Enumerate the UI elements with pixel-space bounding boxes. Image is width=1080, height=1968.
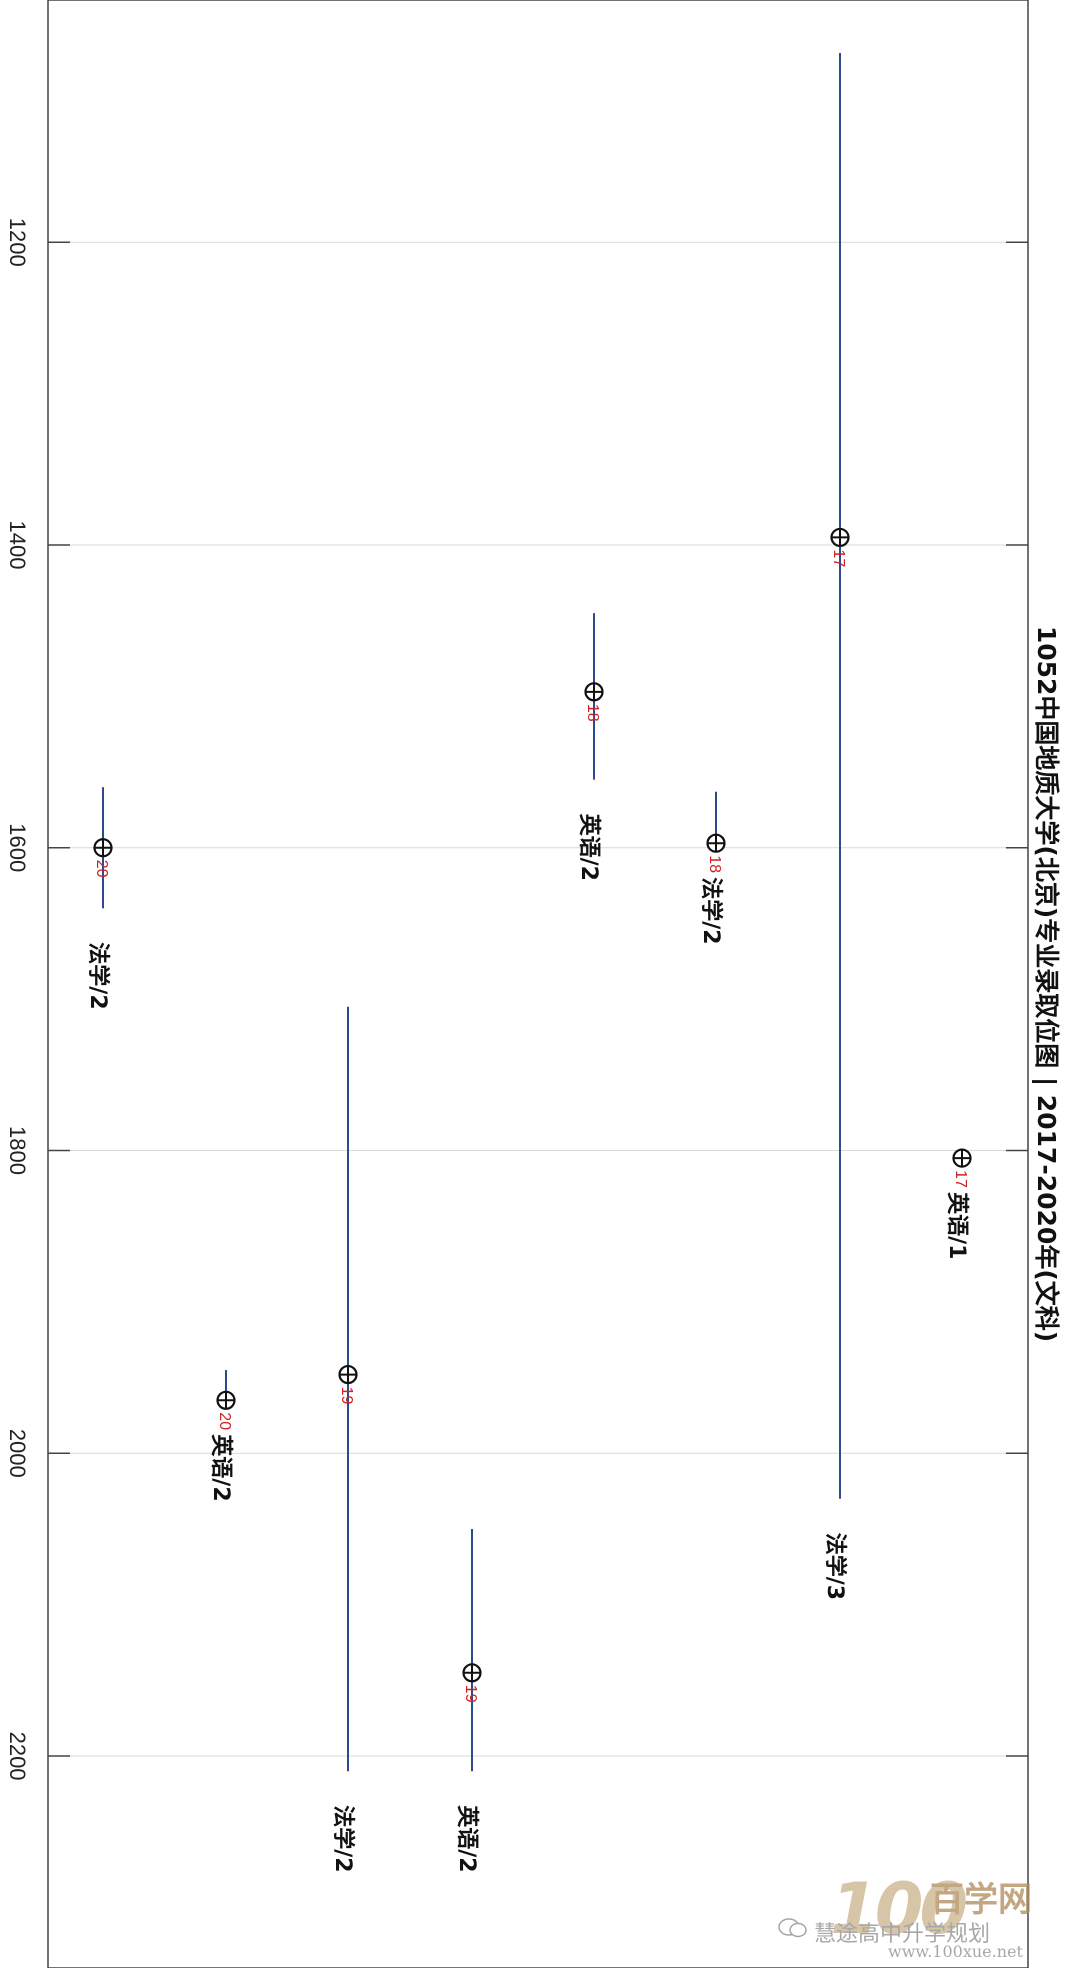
- year-label: 20: [216, 1412, 233, 1430]
- data-point-group: 20 英语/2: [208, 1370, 236, 1502]
- data-point-group: 18 法学/2: [698, 791, 726, 945]
- series-layer: 17 法学/3 17 英语/1 18 法学/2 18 英语/2 19 英语/2 19 法学/2 20 英语…: [85, 52, 972, 1873]
- data-point-group: 17 法学/3: [822, 52, 850, 1600]
- tick-label-2200: 2200: [5, 1732, 30, 1781]
- year-label: 18: [706, 855, 723, 873]
- watermark-subtitle: 慧途高中升学规划: [814, 1922, 991, 1947]
- brand-name: 百学网: [930, 1880, 1032, 1920]
- year-label: 19: [338, 1387, 355, 1405]
- major-label: 英语/2: [576, 814, 601, 881]
- year-label: 17: [830, 549, 847, 567]
- wechat-icon: [778, 1918, 808, 1938]
- year-label: 18: [584, 704, 601, 722]
- major-label: 法学/2: [330, 1805, 356, 1872]
- major-label: 英语/1: [944, 1192, 969, 1259]
- tick-label-1200: 1200: [5, 218, 30, 267]
- tick-label-1400: 1400: [5, 521, 30, 570]
- year-label: 17: [952, 1170, 969, 1188]
- brand-number: 100: [830, 1868, 968, 1950]
- data-point-group: 17 英语/1: [944, 1148, 972, 1259]
- grid-layer: [48, 241, 1028, 1757]
- tick-label-2000: 2000: [5, 1429, 30, 1478]
- year-label: 19: [462, 1685, 479, 1703]
- chart-title: 1052中国地质大学(北京)专业录取位图 | 2017-2020年(文科): [1032, 626, 1061, 1342]
- data-point-group: 18 英语/2: [576, 613, 604, 881]
- major-label: 英语/2: [454, 1805, 479, 1872]
- axis-layer: 1200 1400 1600 1800 2000 2200: [5, 218, 1028, 1781]
- major-label: 法学/2: [698, 877, 724, 944]
- plot-frame: [47, 0, 1029, 1968]
- watermark: 100 百学网 慧途高中升学规划 www.100xue.net: [778, 1862, 1078, 1966]
- data-point-group: 19 英语/2: [454, 1528, 482, 1873]
- data-point-group: 20 法学/2: [85, 787, 113, 1010]
- major-label: 法学/2: [85, 942, 111, 1009]
- year-label: 20: [93, 860, 110, 878]
- tick-label-1600: 1600: [5, 823, 30, 872]
- watermark-url: www.100xue.net: [888, 1942, 1023, 1961]
- tick-label-1800: 1800: [5, 1126, 30, 1175]
- major-label: 法学/3: [822, 1533, 848, 1600]
- major-label: 英语/2: [208, 1434, 233, 1501]
- data-point-group: 19 法学/2: [330, 1006, 358, 1873]
